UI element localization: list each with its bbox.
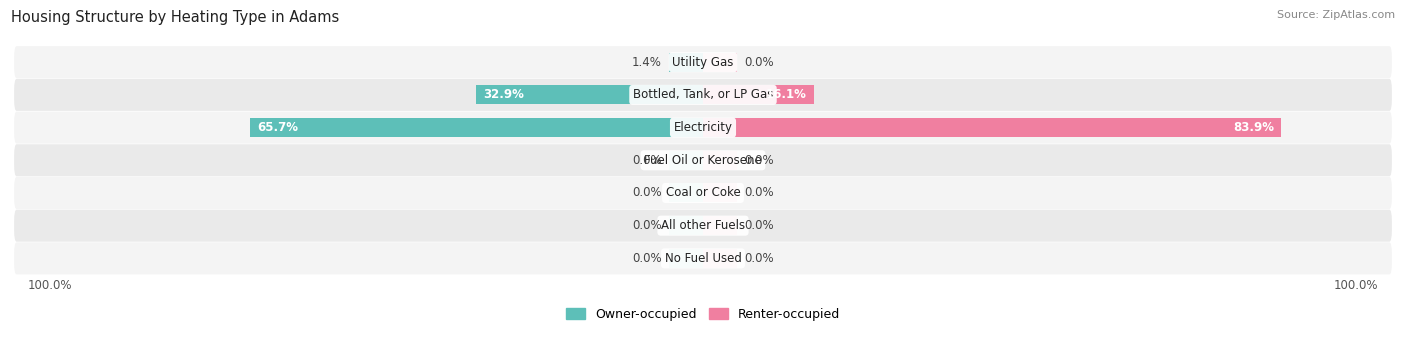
Bar (703, 183, 738, 203)
Bar (703, 216, 738, 235)
Text: 83.9%: 83.9% (1233, 121, 1274, 134)
Bar (250, 118, 703, 137)
Bar (669, 249, 703, 268)
Bar (703, 85, 814, 104)
Text: Bottled, Tank, or LP Gas: Bottled, Tank, or LP Gas (633, 88, 773, 101)
Text: 65.7%: 65.7% (257, 121, 298, 134)
FancyBboxPatch shape (14, 210, 1392, 242)
Text: 0.0%: 0.0% (744, 187, 773, 199)
Bar (669, 53, 703, 72)
Text: 16.1%: 16.1% (766, 88, 807, 101)
Text: 100.0%: 100.0% (28, 279, 72, 292)
Bar (669, 183, 703, 203)
Bar (703, 53, 738, 72)
Text: Utility Gas: Utility Gas (672, 56, 734, 69)
FancyBboxPatch shape (14, 242, 1392, 275)
Text: 1.4%: 1.4% (631, 56, 662, 69)
Text: All other Fuels: All other Fuels (661, 219, 745, 232)
Text: 0.0%: 0.0% (744, 252, 773, 265)
Text: 0.0%: 0.0% (744, 56, 773, 69)
Text: 0.0%: 0.0% (633, 252, 662, 265)
Bar (669, 216, 703, 235)
Text: Fuel Oil or Kerosene: Fuel Oil or Kerosene (644, 154, 762, 167)
Bar (703, 118, 1281, 137)
FancyBboxPatch shape (14, 79, 1392, 111)
Text: 0.0%: 0.0% (744, 219, 773, 232)
FancyBboxPatch shape (14, 46, 1392, 78)
Text: 100.0%: 100.0% (1334, 279, 1378, 292)
Text: Electricity: Electricity (673, 121, 733, 134)
FancyBboxPatch shape (14, 177, 1392, 209)
Text: No Fuel Used: No Fuel Used (665, 252, 741, 265)
Text: 0.0%: 0.0% (633, 187, 662, 199)
Text: 0.0%: 0.0% (633, 154, 662, 167)
Bar (703, 151, 738, 170)
FancyBboxPatch shape (14, 112, 1392, 144)
Bar (477, 85, 703, 104)
Bar (703, 249, 738, 268)
Text: 0.0%: 0.0% (633, 219, 662, 232)
Text: 32.9%: 32.9% (484, 88, 524, 101)
Legend: Owner-occupied, Renter-occupied: Owner-occupied, Renter-occupied (561, 303, 845, 326)
Text: Source: ZipAtlas.com: Source: ZipAtlas.com (1277, 10, 1395, 20)
FancyBboxPatch shape (14, 144, 1392, 176)
Text: 0.0%: 0.0% (744, 154, 773, 167)
Text: Housing Structure by Heating Type in Adams: Housing Structure by Heating Type in Ada… (11, 10, 339, 25)
Text: Coal or Coke: Coal or Coke (665, 187, 741, 199)
Bar (669, 151, 703, 170)
